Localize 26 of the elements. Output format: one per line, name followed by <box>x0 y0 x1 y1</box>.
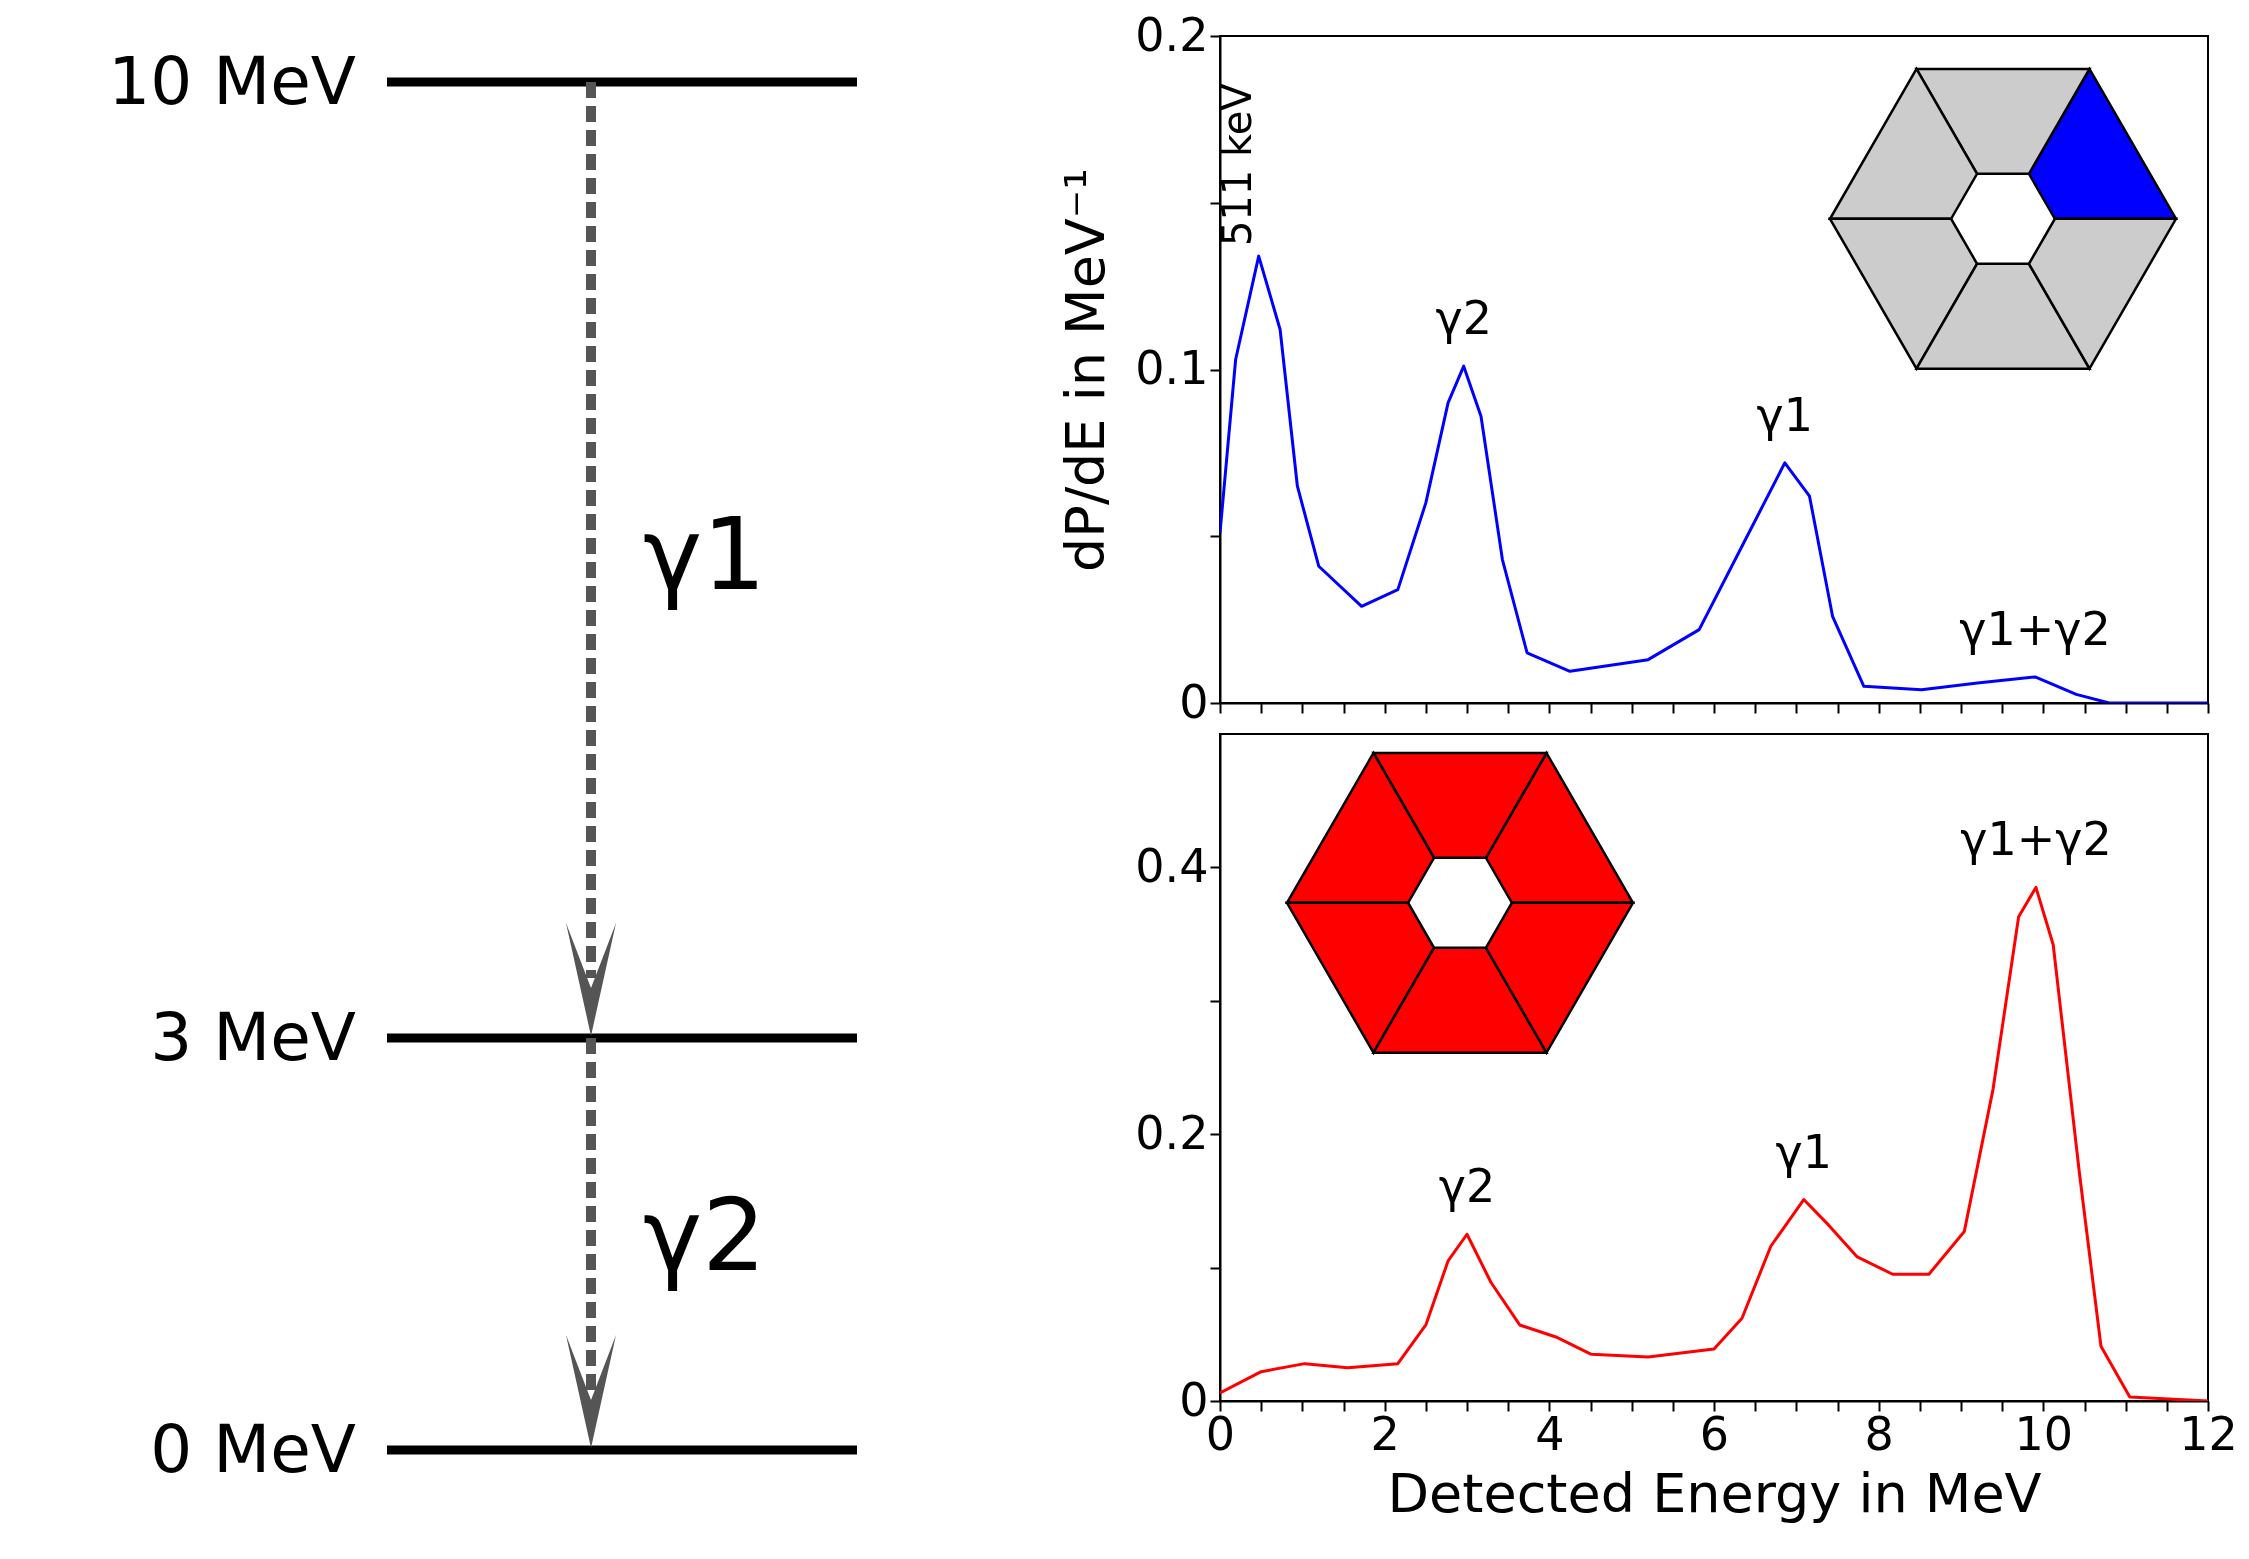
y-tick-label: 0.2 <box>1135 1105 1209 1160</box>
annotation: γ1 <box>1775 1124 1832 1179</box>
text: 10 MeV <box>108 43 356 120</box>
x-tick-label: 8 <box>1864 1406 1894 1461</box>
x-tick-label: 2 <box>1370 1406 1400 1461</box>
y-tick-label: 0.1 <box>1135 341 1209 395</box>
x-axis-title: Detected Energy in MeV <box>1387 1461 2042 1525</box>
text: γ1 <box>643 496 766 613</box>
y-tick-label: 0 <box>1179 674 1209 729</box>
y-tick-label: 0.2 <box>1135 7 1209 62</box>
annotation: γ1 <box>1756 387 1814 442</box>
x-tick-label: 6 <box>1699 1406 1730 1461</box>
text: γ2 <box>643 1177 766 1294</box>
y-tick-label: 0 <box>1179 1372 1209 1427</box>
annotation: γ2 <box>1435 291 1492 346</box>
text: 3 MeV <box>150 999 356 1076</box>
annotation: γ2 <box>1438 1159 1496 1214</box>
x-tick-label: 4 <box>1535 1406 1565 1461</box>
x-tick-label: 10 <box>2014 1406 2074 1461</box>
y-tick-label: 0.4 <box>1135 838 1209 893</box>
text: 0 MeV <box>150 1411 356 1488</box>
annotation: 511 keV <box>1213 82 1260 247</box>
annotation: γ1+γ2 <box>1959 601 2111 656</box>
y-axis-title: dP/dE in MeV⁻¹ <box>1054 168 1118 572</box>
annotation: γ1+γ2 <box>1960 812 2112 867</box>
x-tick-label: 12 <box>2179 1406 2238 1461</box>
